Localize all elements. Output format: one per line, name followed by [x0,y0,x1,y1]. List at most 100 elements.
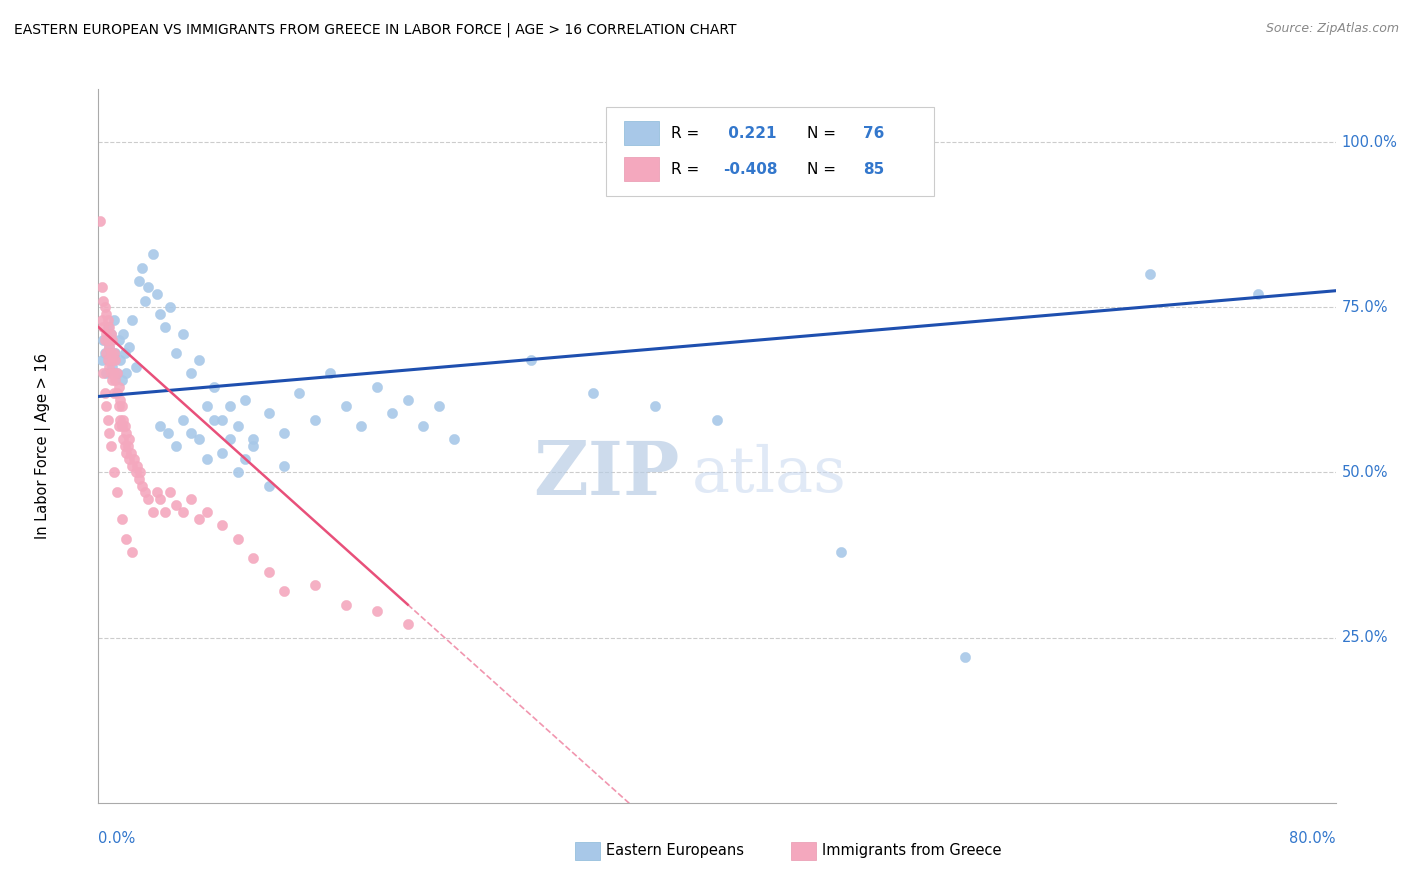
Point [153,505,176,519]
Point [103,386,125,401]
Point [118,433,141,447]
Point [366,379,388,393]
Point [103,466,125,480]
Point [350,419,373,434]
Point [304,412,326,426]
FancyBboxPatch shape [606,107,934,196]
Point [118,340,141,354]
Point [257,406,280,420]
Point [165,439,187,453]
Point [100,367,122,381]
Point [134,485,156,500]
Point [644,400,666,414]
Point [128,274,150,288]
Point [101,333,124,347]
Point [115,532,138,546]
Point [273,584,295,599]
Text: 85: 85 [863,161,884,177]
Point [96,326,118,341]
Point [96,400,118,414]
Point [124,466,146,480]
Point [90,280,112,294]
Point [188,353,211,368]
Bar [792,842,815,860]
Text: 50.0%: 50.0% [1341,465,1388,480]
Point [104,373,127,387]
Point [211,445,233,459]
Point [180,491,202,506]
Point [582,386,605,401]
Point [105,367,128,381]
Point [97,313,120,327]
Text: 76: 76 [863,126,884,141]
Point [226,466,249,480]
Point [335,598,357,612]
Point [443,433,465,447]
Point [112,326,135,341]
Point [195,452,218,467]
Point [97,320,120,334]
Point [134,293,156,308]
Point [104,353,127,368]
Point [98,320,121,334]
Bar [624,121,659,145]
Point [105,367,128,381]
Text: Source: ZipAtlas.com: Source: ZipAtlas.com [1265,22,1399,36]
Point [91,320,114,334]
Point [115,445,138,459]
Point [111,511,132,525]
Point [108,412,131,426]
Point [108,392,131,407]
Point [101,359,124,374]
Point [149,491,172,506]
Point [172,412,194,426]
Point [91,293,114,308]
Point [165,346,187,360]
Point [188,511,211,525]
Point [242,551,264,566]
Point [180,425,202,440]
Point [105,386,128,401]
Point [89,214,111,228]
Point [706,412,728,426]
Bar [624,157,659,180]
Point [153,320,176,334]
Point [159,485,181,500]
Point [100,346,122,360]
Point [141,247,165,261]
Text: Immigrants from Greece: Immigrants from Greece [823,843,1001,858]
Point [107,333,129,347]
Point [226,532,249,546]
Point [129,466,152,480]
Point [172,505,194,519]
Point [96,367,118,381]
Point [117,439,139,453]
Text: R =: R = [671,161,704,177]
Text: R =: R = [671,126,704,141]
Point [90,313,112,327]
Point [381,406,404,420]
Text: N =: N = [807,126,841,141]
Point [98,340,121,354]
Point [242,439,264,453]
Point [111,419,132,434]
Point [96,346,118,360]
Point [101,373,124,387]
Point [520,353,543,368]
Point [257,565,280,579]
Point [96,307,118,321]
Point [103,367,125,381]
Point [165,499,187,513]
Point [128,472,150,486]
Point [107,379,129,393]
Point [115,425,138,440]
Point [195,400,218,414]
Point [97,353,120,368]
Point [127,458,149,473]
Point [257,478,280,492]
Point [136,491,159,506]
Point [103,346,125,360]
Point [304,578,326,592]
Point [204,412,226,426]
Point [93,333,115,347]
